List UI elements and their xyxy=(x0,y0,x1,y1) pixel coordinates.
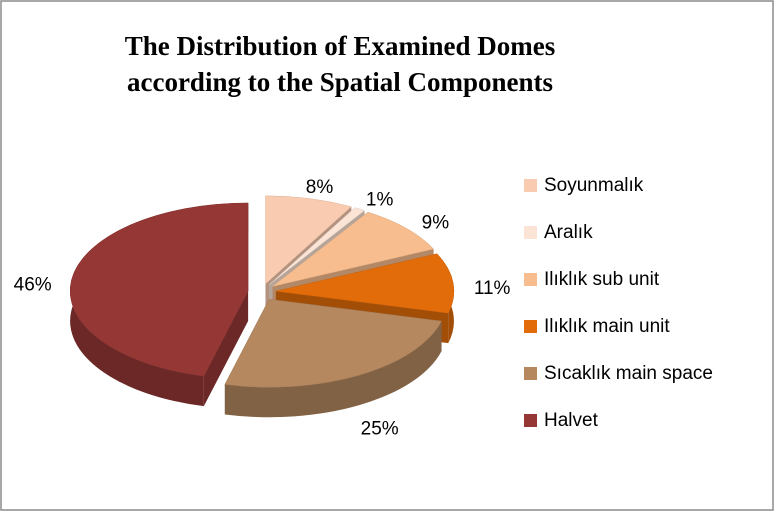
slice xyxy=(224,298,442,388)
slice-side xyxy=(203,290,249,407)
slice-side xyxy=(224,321,442,418)
legend-swatch xyxy=(524,367,537,380)
legend-label: Sıcaklık main space xyxy=(544,363,713,384)
data-label: 9% xyxy=(422,212,450,233)
slice xyxy=(275,253,455,314)
legend-label: Ilıklık sub unit xyxy=(544,269,660,290)
legend-label: Halvet xyxy=(544,410,599,431)
slice xyxy=(69,202,249,377)
legend-swatch xyxy=(524,179,537,192)
data-label: 25% xyxy=(361,419,399,440)
legend-swatch xyxy=(524,226,537,239)
legend-label: Aralık xyxy=(544,222,593,243)
slice xyxy=(268,207,366,285)
legend-label: Soyunmalık xyxy=(544,175,644,196)
slice xyxy=(265,195,352,285)
chart-title: The Distribution of Examined Domes accor… xyxy=(124,31,556,97)
legend-label: Ilıklık main unit xyxy=(544,316,670,337)
legend-swatch xyxy=(524,414,537,427)
legend-swatch xyxy=(524,273,537,286)
legend-swatch xyxy=(524,320,537,333)
data-label: 46% xyxy=(14,275,52,296)
data-label: 8% xyxy=(306,177,334,198)
data-label: 11% xyxy=(474,278,511,299)
data-label: 1% xyxy=(366,189,394,210)
slice xyxy=(272,211,435,287)
